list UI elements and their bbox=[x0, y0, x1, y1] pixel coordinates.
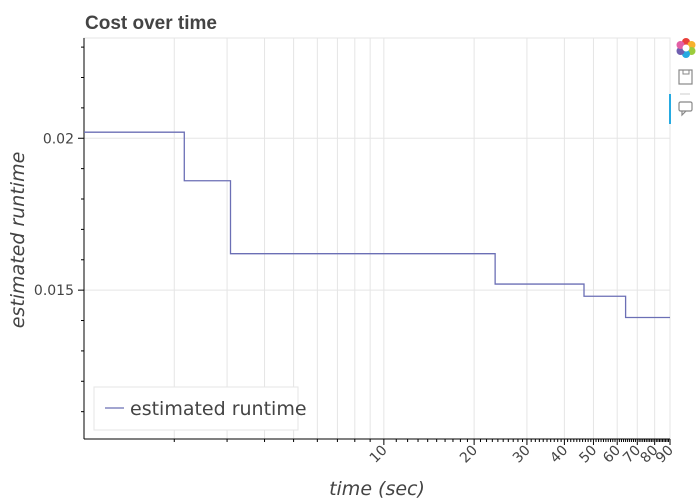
x-tick-label: 10 bbox=[367, 443, 391, 467]
x-tick-label: 30 bbox=[510, 443, 534, 467]
x-tick-label: 20 bbox=[457, 443, 481, 467]
x-tick-label: 40 bbox=[547, 443, 571, 467]
series-line-estimated-runtime[interactable] bbox=[84, 131, 670, 319]
grid bbox=[83, 37, 671, 440]
plot-frame bbox=[83, 37, 671, 440]
series[interactable] bbox=[84, 131, 670, 319]
x-tick-label: 90 bbox=[653, 443, 677, 467]
x-axis-label: time (sec) bbox=[329, 478, 425, 500]
y-tick-label: 0.015 bbox=[34, 283, 74, 299]
chart-title: Cost over time bbox=[85, 13, 217, 34]
legend[interactable]: estimated runtime bbox=[93, 386, 307, 431]
legend-label: estimated runtime bbox=[130, 398, 307, 420]
bokeh-logo-icon[interactable] bbox=[676, 38, 696, 58]
x-tick-label: 50 bbox=[576, 443, 600, 467]
legend-box bbox=[93, 386, 299, 431]
toolbar bbox=[669, 38, 696, 124]
y-tick-label: 0.02 bbox=[43, 131, 74, 147]
hover-icon[interactable] bbox=[678, 101, 693, 117]
save-icon[interactable] bbox=[678, 69, 693, 85]
hover-active-indicator bbox=[669, 94, 671, 124]
y-axis-label: estimated runtime bbox=[7, 152, 29, 329]
